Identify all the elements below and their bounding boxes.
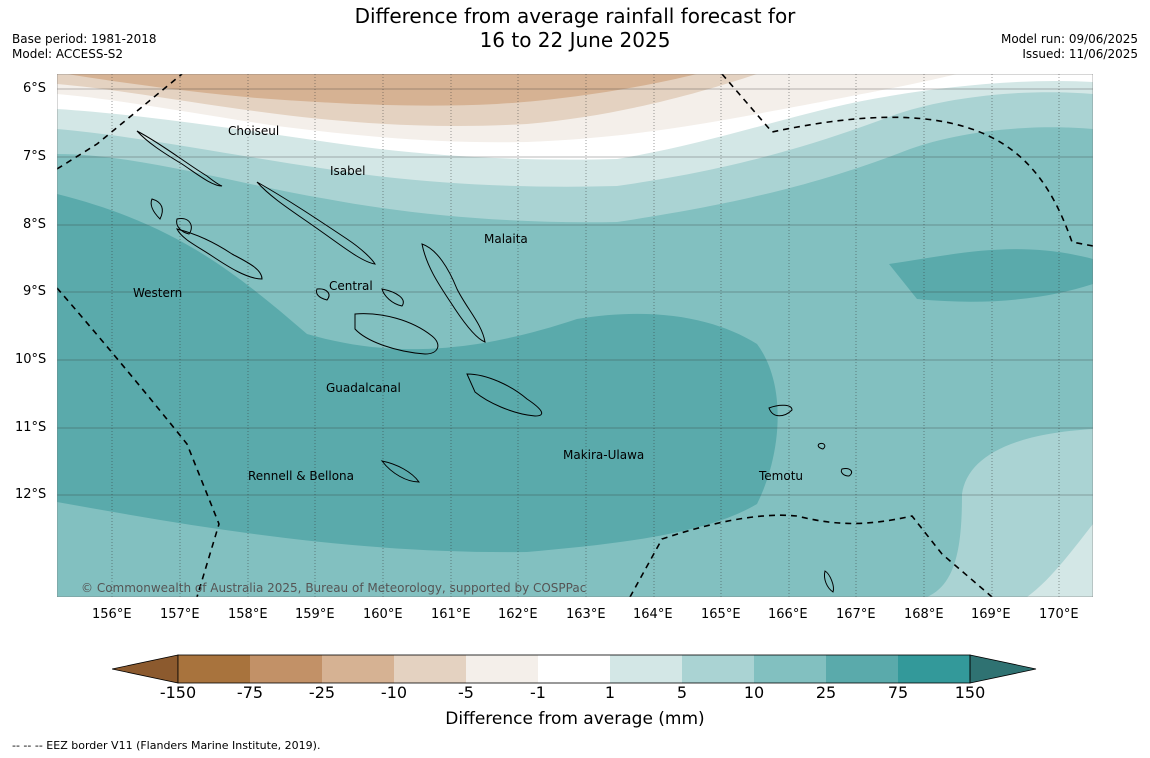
colorbar-segment [610, 655, 682, 683]
colorbar-tick: 25 [815, 683, 837, 702]
lon-label: 162°E [498, 607, 538, 622]
copyright-text: © Commonwealth of Australia 2025, Bureau… [81, 581, 587, 595]
lat-label: 7°S [23, 149, 47, 164]
base-period-text: Base period: 1981-2018 [12, 32, 157, 46]
region-label-temotu: Temotu [759, 469, 804, 483]
lon-label: 169°E [971, 607, 1011, 622]
colorbar-segment [682, 655, 754, 683]
map-title-line2: 16 to 22 June 2025 [479, 28, 671, 52]
rainfall-contours [57, 74, 1093, 597]
colorbar-tick: -5 [458, 683, 474, 702]
rainfall-map [57, 74, 1093, 597]
colorbar [112, 654, 1037, 684]
colorbar-extend-low [112, 654, 179, 684]
lat-label: 11°S [15, 420, 47, 435]
colorbar-segment [322, 655, 394, 683]
island-outlines [136, 130, 853, 593]
colorbar-extend-high [969, 654, 1037, 684]
footnote-eez: -- -- -- EEZ border V11 (Flanders Marine… [12, 739, 321, 752]
lon-label: 163°E [566, 607, 606, 622]
lon-label: 164°E [633, 607, 673, 622]
colorbar-segment [826, 655, 898, 683]
lon-label: 168°E [904, 607, 944, 622]
lon-label: 165°E [701, 607, 741, 622]
model-run-text: Model run: 09/06/2025 [1000, 32, 1138, 46]
region-label-rennell-bellona: Rennell & Bellona [248, 469, 355, 483]
colorbar-tick: 5 [676, 683, 688, 702]
region-label-makira-ulawa: Makira-Ulawa [563, 448, 645, 462]
map-title-line1: Difference from average rainfall forecas… [354, 4, 796, 28]
colorbar-segment [394, 655, 466, 683]
lat-label: 12°S [15, 487, 47, 502]
colorbar-segment [538, 655, 610, 683]
meridians [111, 74, 1060, 597]
colorbar-segment [898, 655, 970, 683]
colorbar-tick: 75 [887, 683, 909, 702]
colorbar-segment [466, 655, 538, 683]
issued-text: Issued: 11/06/2025 [1022, 47, 1138, 61]
colorbar-segment [178, 655, 250, 683]
region-label-central: Central [329, 279, 373, 293]
region-label-isabel: Isabel [330, 164, 366, 178]
colorbar-segment [250, 655, 322, 683]
model-text: Model: ACCESS-S2 [12, 47, 124, 61]
region-label-malaita: Malaita [484, 232, 528, 246]
colorbar-segment [754, 655, 826, 683]
lon-label: 158°E [228, 607, 268, 622]
colorbar-tick: 150 [954, 683, 986, 702]
lon-label: 167°E [836, 607, 876, 622]
region-label-western: Western [133, 286, 183, 300]
colorbar-tick: 10 [743, 683, 765, 702]
region-label-guadalcanal: Guadalcanal [326, 381, 401, 395]
lat-label: 10°S [15, 352, 47, 367]
colorbar-tick: -75 [236, 683, 264, 702]
lon-label: 157°E [160, 607, 200, 622]
colorbar-tick: -150 [159, 683, 197, 702]
lat-label: 9°S [23, 284, 47, 299]
colorbar-tick: -25 [308, 683, 336, 702]
lon-label: 159°E [295, 607, 335, 622]
region-label-choiseul: Choiseul [228, 124, 280, 138]
lon-label: 161°E [431, 607, 471, 622]
colorbar-tick: -10 [380, 683, 408, 702]
colorbar-tick: 1 [604, 683, 616, 702]
colorbar-tick: -1 [530, 683, 546, 702]
lat-label: 8°S [23, 217, 47, 232]
lon-label: 160°E [363, 607, 403, 622]
eez-border [57, 74, 1093, 597]
lon-label: 166°E [768, 607, 808, 622]
lon-label: 170°E [1039, 607, 1079, 622]
colorbar-title: Difference from average (mm) [445, 709, 705, 729]
lat-label: 6°S [23, 81, 47, 96]
graticule [57, 88, 1093, 496]
lon-label: 156°E [92, 607, 132, 622]
